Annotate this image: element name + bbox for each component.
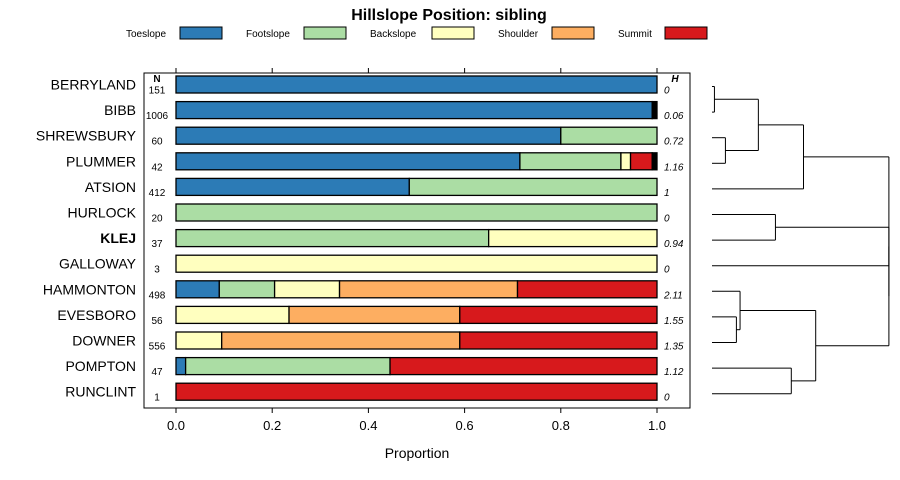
plot-frame xyxy=(143,72,691,409)
h-value: 0 xyxy=(664,265,670,276)
h-value: 1.12 xyxy=(664,367,684,378)
x-tick-label: 0.0 xyxy=(167,418,185,433)
row-label: DOWNER xyxy=(72,333,136,349)
h-value: 1 xyxy=(664,188,670,199)
bar-segment-shoulder xyxy=(288,305,461,325)
n-value: 56 xyxy=(151,316,163,327)
row-label: BERRYLAND xyxy=(51,77,136,93)
legend-label-summit: Summit xyxy=(618,29,652,40)
bar-segment-other xyxy=(651,152,658,171)
row-label: SHREWSBURY xyxy=(36,128,137,144)
n-value: 151 xyxy=(149,86,166,97)
h-value: 0.06 xyxy=(664,111,684,122)
n-value: 42 xyxy=(151,162,163,173)
n-value: 20 xyxy=(151,214,163,225)
bar-segment-footslope xyxy=(218,280,276,299)
legend-label-shoulder: Shoulder xyxy=(498,29,539,40)
row-label: POMPTON xyxy=(65,358,136,374)
legend: Toeslope Footslope Backslope Shoulder Summit xyxy=(126,26,708,40)
x-tick-label: 1.0 xyxy=(648,418,666,433)
row-label: RUNCLINT xyxy=(65,384,136,400)
n-value: 3 xyxy=(154,265,160,276)
legend-swatch-shoulder xyxy=(551,26,595,40)
h-value: 1.35 xyxy=(664,342,684,353)
n-header: N xyxy=(153,74,160,85)
bar-segment-toeslope xyxy=(175,356,187,376)
n-value: 37 xyxy=(151,239,163,250)
bar-segment-footslope xyxy=(408,177,658,197)
bar-segment-toeslope xyxy=(175,75,658,94)
h-value: 0.72 xyxy=(664,137,684,148)
bar-segment-backslope xyxy=(175,254,658,273)
bar-segment-backslope xyxy=(487,228,658,248)
bar-segment-summit xyxy=(175,382,658,401)
bar-segment-backslope xyxy=(620,152,632,171)
row-label: BIBB xyxy=(104,102,136,118)
bar-segment-toeslope xyxy=(175,126,562,145)
n-value: 556 xyxy=(149,342,166,353)
bar-segment-toeslope xyxy=(175,152,521,171)
dendrogram xyxy=(712,86,890,395)
x-tick-label: 0.2 xyxy=(263,418,281,433)
legend-swatch-footslope xyxy=(303,26,347,40)
h-value: 0 xyxy=(664,393,670,404)
n-value: 1006 xyxy=(146,111,169,122)
x-tick-label: 0.8 xyxy=(552,418,570,433)
bar-segment-footslope xyxy=(175,228,490,248)
bar-segment-footslope xyxy=(519,152,622,171)
bar-segment-shoulder xyxy=(338,280,519,299)
h-header: H xyxy=(671,74,679,85)
x-axis-title: Proportion xyxy=(385,445,450,461)
bar-segment-footslope xyxy=(184,356,391,376)
row-label: EVESBORO xyxy=(57,307,136,323)
row-label: GALLOWAY xyxy=(59,256,137,272)
bar-segment-other xyxy=(651,100,658,120)
bar-segment-backslope xyxy=(175,305,290,325)
bar-segment-shoulder xyxy=(221,331,461,350)
row-label: PLUMMER xyxy=(66,153,136,169)
row-label: KLEJ xyxy=(100,230,136,246)
n-value: 412 xyxy=(149,188,166,199)
x-tick-label: 0.4 xyxy=(359,418,377,433)
legend-label-footslope: Footslope xyxy=(246,29,290,40)
chart-title: Hillslope Position: sibling xyxy=(351,7,547,24)
bar-segment-toeslope xyxy=(175,177,410,197)
n-value: 47 xyxy=(151,367,163,378)
row-label: HURLOCK xyxy=(68,205,137,221)
x-tick-label: 0.6 xyxy=(456,418,474,433)
n-value: 60 xyxy=(151,137,163,148)
rows: BERRYLAND 151 0 BIBB 1006 0.06 SHREWSBURY 60 0.7… xyxy=(36,75,684,404)
bar-segment-toeslope xyxy=(175,280,220,299)
h-value: 0.94 xyxy=(664,239,684,250)
bar-segment-footslope xyxy=(560,126,658,145)
h-value: 1.16 xyxy=(664,162,684,173)
bar-segment-summit xyxy=(389,356,658,376)
bar-segment-summit xyxy=(459,331,658,350)
legend-swatch-summit xyxy=(664,26,708,40)
bar-segment-summit xyxy=(516,280,658,299)
h-value: 1.55 xyxy=(664,316,684,327)
bar-segment-backslope xyxy=(175,331,223,350)
bar-segment-footslope xyxy=(175,203,658,222)
row-label: ATSION xyxy=(85,179,136,195)
row-label: HAMMONTON xyxy=(43,281,136,297)
legend-swatch-backslope xyxy=(431,26,475,40)
h-value: 0 xyxy=(664,86,670,97)
legend-label-backslope: Backslope xyxy=(370,29,417,40)
bar-segment-toeslope xyxy=(175,100,653,120)
legend-swatch-toeslope xyxy=(179,26,223,40)
x-axis: 0.0 0.2 0.4 0.6 0.8 1.0 xyxy=(167,68,666,433)
h-value: 0 xyxy=(664,214,670,225)
n-value: 1 xyxy=(154,393,160,404)
h-value: 2.11 xyxy=(663,290,683,301)
bar-segment-backslope xyxy=(273,280,341,299)
bar-segment-summit xyxy=(459,305,658,325)
n-value: 498 xyxy=(149,290,166,301)
legend-label-toeslope: Toeslope xyxy=(126,29,166,40)
bar-segment-summit xyxy=(629,152,653,171)
